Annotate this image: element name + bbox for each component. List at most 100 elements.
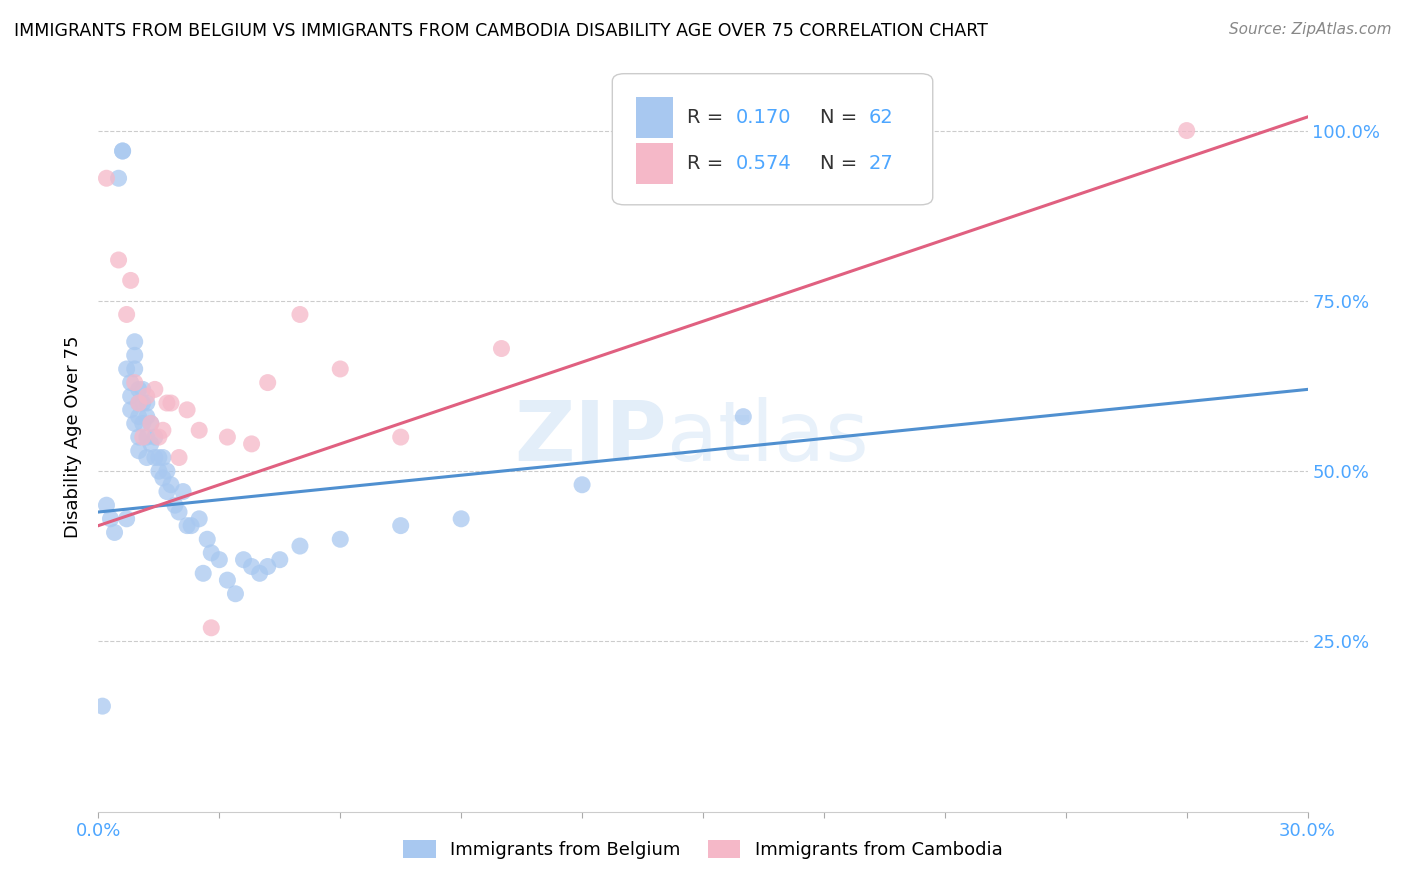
Point [135, 450, 157, 465]
Point [389, 518, 412, 533]
Point [176, 402, 198, 417]
Y-axis label: Disability Age Over 75: Disability Age Over 75 [65, 335, 83, 539]
Point [96, 498, 118, 512]
Point [124, 334, 146, 349]
Point [195, 533, 218, 547]
Point [152, 450, 174, 465]
Point [224, 587, 246, 601]
Point [232, 552, 254, 566]
Point [172, 484, 194, 499]
Point [208, 552, 231, 566]
Point [120, 376, 142, 390]
Point [128, 383, 150, 397]
Point [249, 566, 271, 581]
Point [288, 308, 311, 322]
Point [143, 450, 166, 465]
Text: N =: N = [820, 154, 863, 173]
Point [143, 430, 166, 444]
Point [256, 376, 278, 390]
Point [115, 512, 138, 526]
Point [135, 396, 157, 410]
Point [188, 423, 211, 437]
FancyBboxPatch shape [613, 74, 932, 205]
Point [148, 430, 170, 444]
Text: 62: 62 [869, 108, 893, 127]
Point [156, 464, 179, 478]
Point [115, 362, 138, 376]
Point [107, 171, 129, 186]
Point [491, 342, 513, 356]
Point [120, 402, 142, 417]
Point [100, 512, 122, 526]
Point [200, 546, 222, 560]
Point [107, 252, 129, 267]
Point [240, 559, 263, 574]
Point [200, 621, 222, 635]
Point [152, 471, 174, 485]
Point [139, 417, 162, 431]
Point [156, 396, 179, 410]
Point [96, 171, 118, 186]
Point [148, 450, 170, 465]
Point [180, 518, 202, 533]
Bar [637, 96, 672, 137]
Point [139, 437, 162, 451]
Text: R =: R = [688, 108, 730, 127]
Point [571, 477, 593, 491]
Point [139, 417, 162, 431]
Text: IMMIGRANTS FROM BELGIUM VS IMMIGRANTS FROM CAMBODIA DISABILITY AGE OVER 75 CORRE: IMMIGRANTS FROM BELGIUM VS IMMIGRANTS FR… [14, 22, 988, 40]
Point [152, 423, 174, 437]
Point [733, 409, 755, 424]
Point [124, 348, 146, 362]
Point [124, 417, 146, 431]
Point [111, 144, 134, 158]
Point [120, 273, 142, 287]
Point [612, 158, 634, 172]
Point [128, 396, 150, 410]
Point [135, 409, 157, 424]
Point [163, 498, 186, 512]
Legend: Immigrants from Belgium, Immigrants from Cambodia: Immigrants from Belgium, Immigrants from… [396, 832, 1010, 866]
Point [132, 396, 155, 410]
Point [128, 430, 150, 444]
Point [132, 417, 155, 431]
Point [256, 559, 278, 574]
Point [176, 518, 198, 533]
Point [450, 512, 472, 526]
Point [120, 389, 142, 403]
Text: 0.170: 0.170 [735, 108, 792, 127]
Point [329, 362, 352, 376]
Point [1175, 123, 1198, 137]
Point [193, 566, 215, 581]
Point [132, 430, 155, 444]
Point [132, 383, 155, 397]
Point [288, 539, 311, 553]
Text: 27: 27 [869, 154, 893, 173]
Point [329, 533, 352, 547]
Point [128, 396, 150, 410]
Text: atlas: atlas [666, 397, 869, 477]
Text: R =: R = [688, 154, 730, 173]
Text: Source: ZipAtlas.com: Source: ZipAtlas.com [1229, 22, 1392, 37]
Point [148, 464, 170, 478]
Point [124, 362, 146, 376]
Point [269, 552, 291, 566]
Point [143, 383, 166, 397]
Point [111, 144, 134, 158]
Point [128, 409, 150, 424]
Point [115, 308, 138, 322]
Point [188, 512, 211, 526]
Point [240, 437, 263, 451]
Point [160, 477, 183, 491]
Bar [637, 143, 672, 185]
Point [217, 573, 239, 587]
Point [135, 389, 157, 403]
Point [128, 443, 150, 458]
Point [124, 376, 146, 390]
Text: N =: N = [820, 108, 863, 127]
Point [167, 505, 190, 519]
Point [103, 525, 125, 540]
Point [217, 430, 239, 444]
Point [91, 699, 114, 714]
Text: ZIP: ZIP [515, 397, 666, 477]
